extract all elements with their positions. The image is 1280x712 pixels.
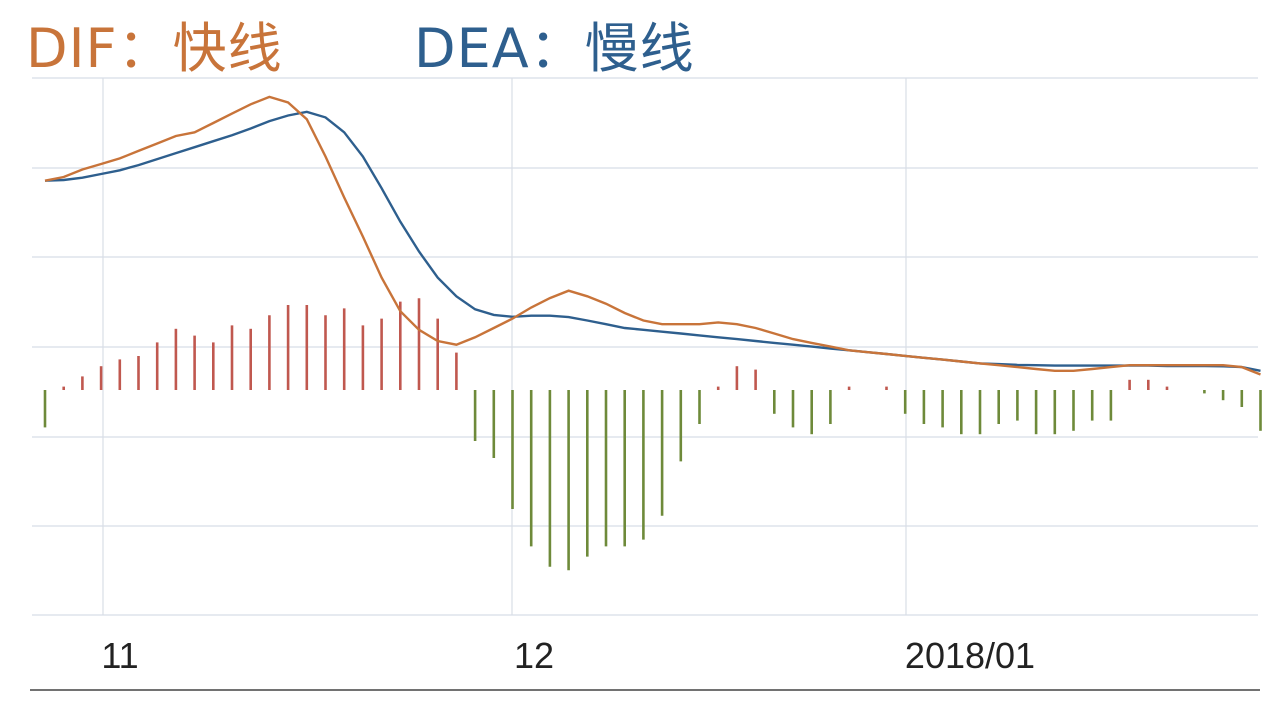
x-tick-label: 2018/01 [905, 635, 1035, 676]
x-tick-label: 12 [514, 635, 554, 676]
legend-dif-label: DIF：快线 [26, 17, 283, 80]
dea-line [44, 110, 1261, 372]
x-tick-label: 11 [101, 635, 138, 676]
legend-dea-label: DEA：慢线 [414, 17, 695, 80]
chart-grid [30, 77, 1260, 691]
x-axis-ticks: 11 12 2018/01 [101, 635, 1035, 676]
macd-histogram [43, 298, 1262, 571]
dif-line [44, 95, 1261, 376]
